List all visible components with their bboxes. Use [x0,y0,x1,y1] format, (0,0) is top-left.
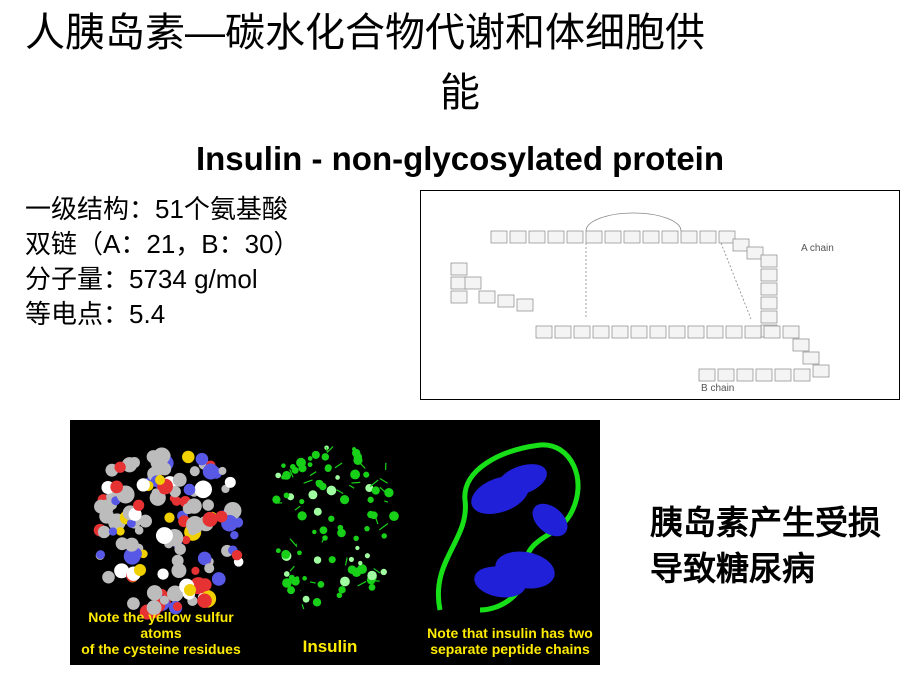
mol-caption-right-l1: Note that insulin has two [427,625,593,641]
prop-chains-post: ） [274,229,300,259]
molecule-models-panel: Note the yellow sulfur atoms of the cyst… [70,420,600,665]
prop-molweight: 分子量：5734 g/mol [25,262,300,297]
properties-block: 一级结构：51个氨基酸 双链（A：21，B：30） 分子量：5734 g/mol… [25,192,300,332]
prop-chains-pre: 双链（ [25,229,103,259]
slide-title-line2: 能 [0,60,920,118]
prop-pi-pre: 等电点： [25,299,129,329]
mol-caption-right: Note that insulin has two separate pepti… [425,625,595,657]
mol-caption-right-l2: separate peptide chains [430,641,590,657]
mol-caption-left-l2: of the cysteine residues [81,641,241,657]
prop-pi: 等电点：5.4 [25,297,300,332]
slide-subtitle: Insulin - non-glycosylated protein [0,140,920,178]
chain-sequence-diagram: A chain B chain [420,190,900,400]
prop-pi-val: 5.4 [129,299,165,329]
svg-text:A chain: A chain [801,243,834,254]
prop-chains-val: A：21，B：30 [103,229,274,259]
slide-title-line1: 人胰岛素—碳水化合物代谢和体细胞供 [25,8,895,58]
svg-text:B chain: B chain [701,383,734,394]
prop-chains: 双链（A：21，B：30） [25,227,300,262]
mol-caption-left-l1: Note the yellow sulfur atoms [88,609,233,641]
prop-primary-structure: 一级结构：51个氨基酸 [25,192,300,227]
prop-molweight-pre: 分子量： [25,264,129,294]
mol-caption-center: Insulin [270,637,390,657]
footer-note: 胰岛素产生受损导致糖尿病 [650,500,900,592]
prop-molweight-val: 5734 g/mol [129,264,258,294]
mol-caption-left: Note the yellow sulfur atoms of the cyst… [76,609,246,657]
